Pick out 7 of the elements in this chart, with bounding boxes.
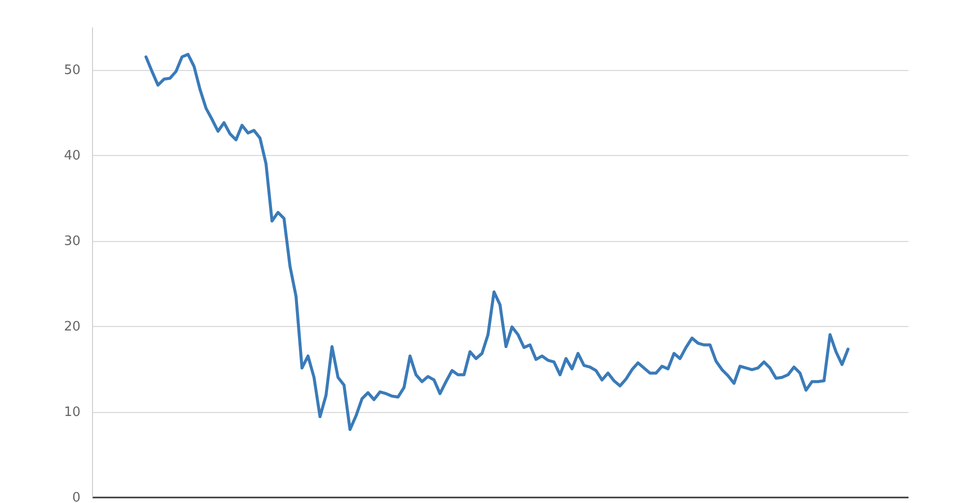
y-tick-label: 10 xyxy=(64,405,80,420)
y-tick-label: 30 xyxy=(64,234,80,250)
y-tick-label: 40 xyxy=(64,148,80,164)
y-tick-label: 20 xyxy=(64,320,80,335)
y-tick-label: 0 xyxy=(72,490,80,503)
line-series xyxy=(144,52,850,431)
y-tick-label: 50 xyxy=(64,63,80,78)
